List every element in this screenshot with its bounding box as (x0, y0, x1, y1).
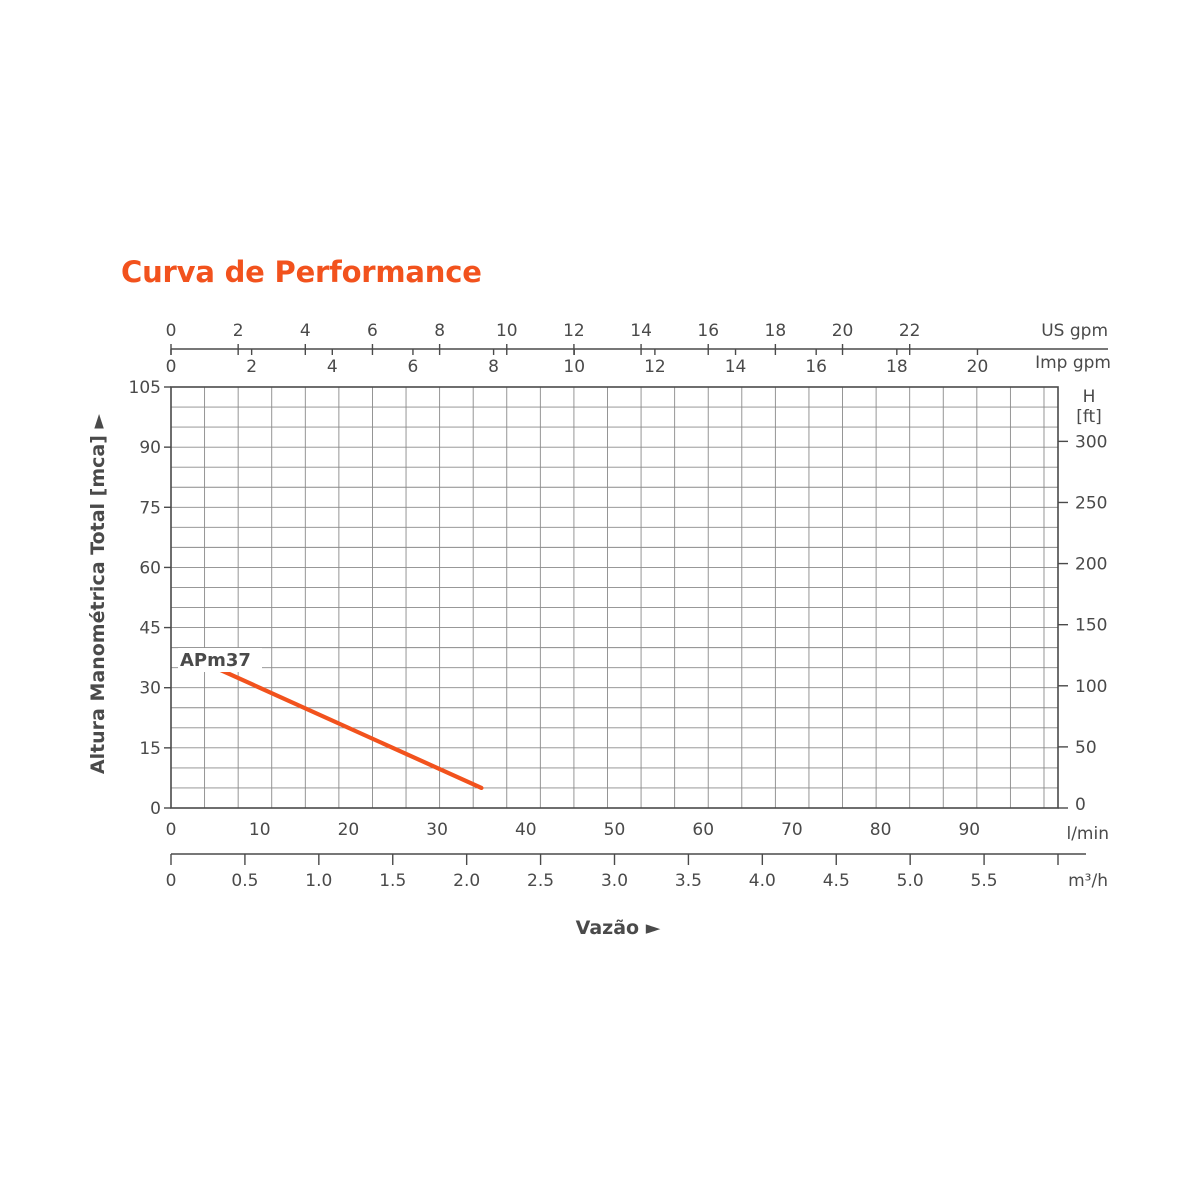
m3h-tick-label: 0.5 (231, 871, 258, 891)
y-tick-label: 60 (139, 558, 161, 578)
imp-gpm-tick-label: 16 (805, 357, 827, 377)
us-gpm-tick-label: 22 (899, 321, 921, 341)
m3h-tick-label: 2.0 (453, 871, 480, 891)
y-tick-label: 75 (139, 498, 161, 518)
m3h-tick-label: 1.5 (379, 871, 406, 891)
m3h-tick-label: 1.0 (305, 871, 332, 891)
ft-tick-label: 300 (1075, 432, 1107, 452)
y-tick-label: 45 (139, 619, 161, 639)
x-tick-label: 30 (426, 820, 448, 840)
y-tick-label: 105 (129, 378, 161, 398)
ft-tick-label: 0 (1075, 795, 1086, 815)
x-tick-label: 40 (515, 820, 537, 840)
plot-frame (170, 386, 1059, 809)
series-line-apm37 (213, 665, 484, 791)
imp-gpm-tick-label: 2 (246, 357, 257, 377)
m3h-tick-label: 5.0 (897, 871, 924, 891)
ft-tick-label: 100 (1075, 677, 1107, 697)
us-gpm-tick-label: 4 (300, 321, 311, 341)
us-gpm-tick-label: 20 (832, 321, 854, 341)
x-tick-label: 70 (781, 820, 803, 840)
imp-gpm-tick-label: 18 (886, 357, 908, 377)
us-gpm-tick-label: 2 (233, 321, 244, 341)
ft-tick-label: 250 (1075, 493, 1107, 513)
m3h-tick-label: 2.5 (527, 871, 554, 891)
us-gpm-tick-label: 6 (367, 321, 378, 341)
us-gpm-tick-label: 16 (697, 321, 719, 341)
series-label: APm37 (180, 650, 251, 671)
us-gpm-unit-label: US gpm (1041, 321, 1108, 341)
ft-tick-label: 50 (1075, 738, 1097, 758)
x-tick-label: 50 (604, 820, 626, 840)
us-gpm-tick-label: 12 (563, 321, 585, 341)
ft-unit-label: H (1083, 387, 1096, 407)
us-gpm-tick-label: 8 (434, 321, 445, 341)
m3h-tick-label: 5.5 (971, 871, 998, 891)
y-tick-label: 0 (150, 799, 161, 819)
imp-gpm-tick-label: 12 (644, 357, 666, 377)
x-tick-label: 60 (692, 820, 714, 840)
m3h-tick-label: 4.5 (823, 871, 850, 891)
m3h-tick-label: 3.0 (601, 871, 628, 891)
us-gpm-tick-label: 14 (630, 321, 652, 341)
series (213, 665, 484, 791)
labels: H[ft] US gpm Imp gpm l/min m³/h Vazão ► Altura… (87, 321, 1111, 939)
ft-unit-label: [ft] (1076, 407, 1102, 427)
chart-title: Curva de Performance (121, 255, 482, 289)
x-tick-label: 90 (958, 820, 980, 840)
y-tick-label: 90 (139, 438, 161, 458)
imp-gpm-tick-label: 6 (408, 357, 419, 377)
imp-gpm-tick-label: 20 (967, 357, 989, 377)
grid (171, 387, 1058, 808)
x-unit-label: l/min (1066, 824, 1109, 844)
axes (170, 348, 1108, 855)
m3h-tick-label: 3.5 (675, 871, 702, 891)
x-tick-label: 80 (870, 820, 892, 840)
imp-gpm-tick-label: 4 (327, 357, 338, 377)
series-label-background (178, 648, 262, 672)
m3h-unit-label: m³/h (1068, 871, 1108, 891)
x-tick-label: 0 (166, 820, 177, 840)
x-axis-title: Vazão ► (576, 917, 661, 939)
y-tick-label: 15 (139, 739, 161, 759)
ft-tick-label: 200 (1075, 555, 1107, 575)
ft-tick-label: 150 (1075, 616, 1107, 636)
us-gpm-tick-label: 0 (166, 321, 177, 341)
imp-gpm-tick-label: 8 (488, 357, 499, 377)
imp-gpm-tick-label: 14 (725, 357, 747, 377)
m3h-tick-label: 4.0 (749, 871, 776, 891)
m3h-tick-label: 0 (166, 871, 177, 891)
imp-gpm-tick-label: 0 (166, 357, 177, 377)
us-gpm-tick-label: 18 (765, 321, 787, 341)
imp-gpm-unit-label: Imp gpm (1035, 353, 1111, 373)
y-axis-title: Altura Manométrica Total [mca] ► (87, 413, 109, 774)
x-tick-label: 10 (249, 820, 271, 840)
imp-gpm-tick-label: 10 (563, 357, 585, 377)
y-tick-label: 30 (139, 679, 161, 699)
x-tick-label: 20 (338, 820, 360, 840)
us-gpm-tick-label: 10 (496, 321, 518, 341)
